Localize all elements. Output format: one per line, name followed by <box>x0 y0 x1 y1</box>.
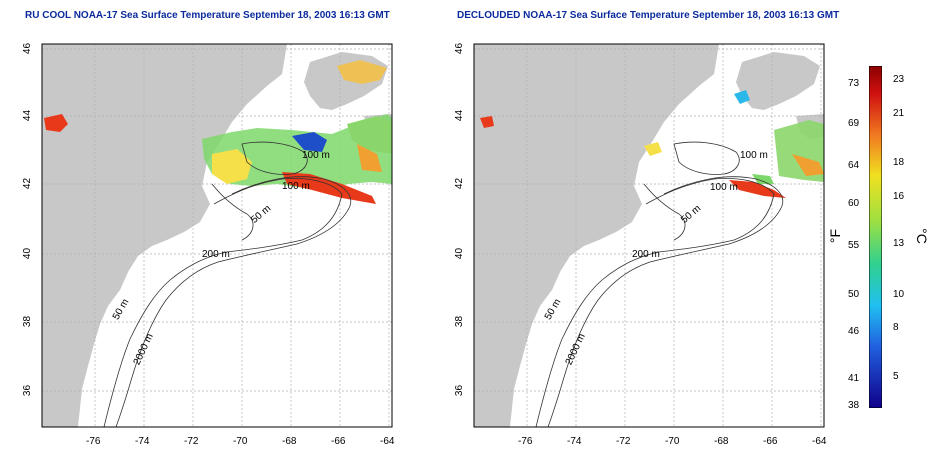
x-tick-label: -64 <box>380 436 395 447</box>
y-tick-label: 42 <box>454 177 466 190</box>
contour-label-200m: 200 m <box>202 249 230 260</box>
bathymetry-contours <box>103 141 352 427</box>
colorbar-fahrenheit-label: 50 <box>848 289 860 300</box>
y-tick-label: 46 <box>22 42 34 55</box>
y-tick-label: 42 <box>22 177 34 190</box>
colorbar-celsius-label: 21 <box>893 108 905 119</box>
colorbar-fahrenheit-label: 73 <box>848 78 860 89</box>
colorbar-celsius-label: 10 <box>893 289 905 300</box>
celsius-unit-label: °C <box>913 228 930 244</box>
colorbar-fahrenheit-label: 60 <box>848 198 860 209</box>
y-tick-label: 40 <box>22 247 34 260</box>
left-sst-map: 100 m 100 m 50 m 200 m 50 m 2000 m <box>42 44 392 427</box>
colorbar-fahrenheit-label: 55 <box>848 240 860 251</box>
x-tick-label: -66 <box>763 436 778 447</box>
contour-label-100m: 100 m <box>302 150 330 161</box>
x-tick-label: -68 <box>714 436 729 447</box>
x-tick-label: -74 <box>567 436 582 447</box>
y-tick-label: 44 <box>454 109 466 122</box>
bathymetry-contours <box>535 141 784 427</box>
x-tick-label: -72 <box>184 436 199 447</box>
colorbar-celsius-label: 18 <box>893 157 905 168</box>
right-map-title: DECLOUDED NOAA-17 Sea Surface Temperatur… <box>457 10 840 21</box>
y-tick-label: 36 <box>22 384 34 397</box>
sst-data-overlay <box>480 90 824 198</box>
y-tick-label: 38 <box>22 315 34 328</box>
contour-label-100m: 100 m <box>710 182 738 193</box>
contour-label-100m: 100 m <box>282 181 310 192</box>
sst-data-overlay <box>44 60 392 204</box>
contour-label-200m: 200 m <box>632 249 660 260</box>
y-tick-label: 40 <box>454 247 466 260</box>
x-tick-label: -74 <box>135 436 150 447</box>
x-tick-label: -70 <box>233 436 248 447</box>
left-map-title: RU COOL NOAA-17 Sea Surface Temperature … <box>25 10 390 21</box>
colorbar-fahrenheit-label: 46 <box>848 326 860 337</box>
y-tick-label: 44 <box>22 109 34 122</box>
colorbar-fahrenheit-label: 41 <box>848 373 860 384</box>
y-tick-label: 46 <box>454 42 466 55</box>
x-tick-label: -64 <box>812 436 827 447</box>
fahrenheit-unit-label: °F <box>827 228 844 244</box>
colorbar-celsius-label: 5 <box>893 371 899 382</box>
colorbar-celsius-label: 23 <box>893 74 905 85</box>
x-tick-label: -68 <box>282 436 297 447</box>
x-tick-label: -76 <box>86 436 101 447</box>
colorbar-fahrenheit-label: 64 <box>848 160 860 171</box>
x-tick-label: -76 <box>518 436 533 447</box>
x-tick-label: -66 <box>331 436 346 447</box>
y-tick-label: 38 <box>454 315 466 328</box>
contour-label-100m: 100 m <box>740 150 768 161</box>
colorbar-celsius-label: 13 <box>893 238 905 249</box>
sst-colorbar <box>869 66 882 408</box>
colorbar-celsius-label: 8 <box>893 322 899 333</box>
colorbar-fahrenheit-label: 38 <box>848 400 860 411</box>
x-tick-label: -72 <box>616 436 631 447</box>
x-tick-label: -70 <box>665 436 680 447</box>
y-tick-label: 36 <box>454 384 466 397</box>
colorbar-celsius-label: 16 <box>893 191 905 202</box>
colorbar-fahrenheit-label: 69 <box>848 118 860 129</box>
right-sst-map: 100 m 100 m 50 m 200 m 50 m 2000 m <box>474 44 824 427</box>
